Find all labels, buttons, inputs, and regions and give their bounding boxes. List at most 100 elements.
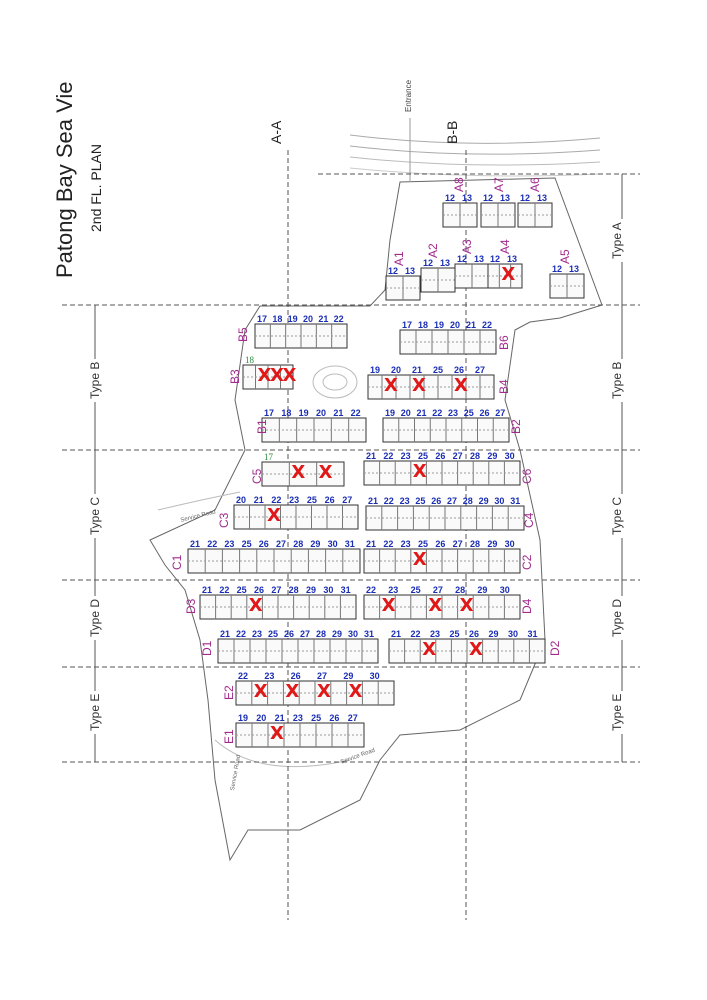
- unit-number: 21: [202, 585, 213, 595]
- sold-mark: X: [454, 375, 468, 396]
- unit-number: 12: [490, 254, 501, 264]
- unit-number: 22: [432, 408, 443, 418]
- unit-number: 13: [537, 193, 548, 203]
- unit-number: 30: [504, 451, 515, 461]
- building-label-e1: E1: [222, 729, 236, 744]
- building-label-a3: A3: [460, 239, 474, 254]
- unit-number: 28: [470, 539, 481, 549]
- unit-number: 26: [435, 539, 446, 549]
- unit-number: 25: [418, 539, 429, 549]
- building-label-a1: A1: [392, 251, 406, 266]
- unit-number: 30: [508, 629, 519, 639]
- unit-number: 17: [257, 314, 268, 324]
- sold-mark: X: [318, 462, 333, 483]
- unit-number: 18: [272, 314, 283, 324]
- building-label-c6: C6: [520, 468, 534, 484]
- roundabout: [312, 365, 358, 399]
- building-label-b1: B1: [255, 419, 269, 434]
- unit-number: 19: [298, 408, 309, 418]
- building-label-a5: A5: [558, 249, 572, 264]
- building-label-b5: B5: [236, 327, 250, 342]
- unit-number: 28: [288, 585, 299, 595]
- unit-number: 29: [488, 629, 499, 639]
- site-boundary: [149, 177, 603, 862]
- sold-mark: X: [381, 595, 396, 616]
- unit-number: 21: [333, 408, 344, 418]
- unit-number: 13: [474, 254, 485, 264]
- building-a6: [517, 202, 553, 228]
- unit-number: 21: [466, 320, 477, 330]
- unit-number: 22: [482, 320, 493, 330]
- type-d-right: Type D: [610, 595, 624, 640]
- unit-number: 27: [495, 408, 506, 418]
- unit-number: 27: [452, 451, 463, 461]
- sold-mark: X: [317, 681, 331, 702]
- unit-number: 23: [264, 671, 275, 681]
- type-c-left: Type C: [88, 493, 102, 538]
- sold-mark: X: [291, 462, 306, 483]
- unit-number: 12: [457, 254, 468, 264]
- unit-number: 17: [264, 452, 273, 462]
- unit-number: 27: [452, 539, 463, 549]
- entrance-road: [349, 134, 601, 144]
- plan-subtitle: 2nd FL. PLAN: [88, 144, 104, 232]
- building-a5: [549, 273, 585, 299]
- building-label-b4: B4: [497, 379, 511, 394]
- building-c2: [363, 548, 521, 574]
- unit-number: 21: [318, 314, 329, 324]
- sold-mark: X: [422, 639, 437, 660]
- unit-number: 23: [400, 451, 411, 461]
- type-b-right: Type B: [610, 358, 624, 402]
- unit-number: 29: [487, 451, 498, 461]
- sold-mark: X: [253, 681, 268, 702]
- entrance-road-4: [349, 167, 601, 177]
- building-label-c3: C3: [217, 512, 231, 528]
- unit-number: 20: [450, 320, 461, 330]
- unit-number: 23: [224, 539, 235, 549]
- unit-number: 27: [475, 365, 486, 375]
- unit-number: 19: [238, 713, 249, 723]
- unit-number: 26: [469, 629, 480, 639]
- unit-number: 27: [300, 629, 311, 639]
- unit-number: 18: [418, 320, 429, 330]
- sold-mark: X: [459, 595, 474, 616]
- sold-mark: X: [248, 595, 263, 616]
- unit-number: 26: [290, 671, 301, 681]
- unit-number: 28: [462, 496, 473, 506]
- building-label-c5: C5: [250, 468, 264, 484]
- unit-number: 29: [478, 496, 489, 506]
- unit-number: 26: [454, 365, 465, 375]
- unit-number: 26: [284, 629, 295, 639]
- unit-number: 18: [281, 408, 292, 418]
- unit-number: 31: [344, 539, 355, 549]
- unit-number: 21: [391, 629, 402, 639]
- unit-number: 30: [323, 585, 334, 595]
- unit-number: 12: [552, 264, 563, 274]
- unit-number: 27: [447, 496, 458, 506]
- building-a1: [385, 275, 421, 301]
- building-b6: [399, 329, 497, 355]
- unit-number: 22: [383, 451, 394, 461]
- unit-number: 22: [207, 539, 218, 549]
- building-label-a2: A2: [426, 243, 440, 258]
- unit-number: 25: [410, 585, 421, 595]
- building-label-a7: A7: [492, 177, 506, 192]
- unit-number: 23: [430, 629, 441, 639]
- building-label-d3: D3: [184, 598, 198, 614]
- unit-number: 31: [364, 629, 375, 639]
- unit-number: 28: [470, 451, 481, 461]
- building-c6: [363, 460, 521, 486]
- entrance-label: Entrance: [404, 79, 413, 112]
- unit-number: 20: [391, 365, 402, 375]
- building-a7: [480, 202, 516, 228]
- sold-mark: X: [412, 549, 427, 570]
- building-b5: [254, 323, 348, 349]
- unit-number: 23: [292, 713, 303, 723]
- unit-number: 12: [423, 258, 434, 268]
- entrance-road-3: [349, 156, 601, 166]
- unit-number: 20: [256, 713, 267, 723]
- building-c4: [365, 505, 525, 531]
- unit-number: 22: [383, 539, 394, 549]
- unit-number: 12: [483, 193, 494, 203]
- unit-number: 31: [340, 585, 351, 595]
